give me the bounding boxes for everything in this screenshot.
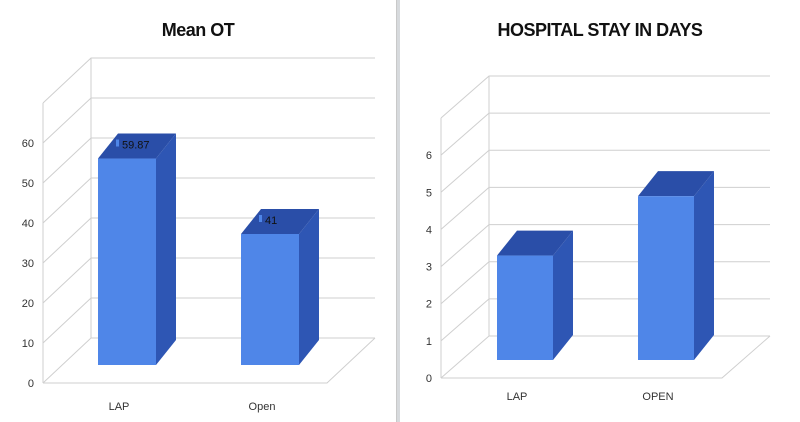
data-label: 59.87 [122,140,150,152]
gridline [440,335,770,379]
y-tick-label: 1 [426,336,432,348]
y-tick-label: 50 [22,178,34,190]
chart-title: HOSPITAL STAY IN DAYS [497,20,703,40]
y-tick-label: 5 [426,187,432,199]
bar-side [553,230,573,360]
chart-panel-mean-ot: Mean OT 0 10 20 30 40 50 60 59.87 LAP 41 Open [0,0,397,422]
bar [98,158,156,365]
floor-line [441,335,771,379]
gridline [440,298,770,342]
gridline [42,57,375,104]
x-tick-label: Open [249,401,276,413]
x-tick-label: LAP [507,391,528,403]
x-tick-label: LAP [109,401,130,413]
floor-line [43,337,376,384]
data-label: 41 [265,215,277,227]
y-tick-label: 6 [426,150,432,162]
bar-side [299,209,319,365]
gridline [440,186,770,230]
gridline [440,149,770,193]
chart-mean-ot: 0 10 20 30 40 50 60 59.87 LAP 41 Open [22,57,376,413]
data-label-marker [259,215,262,222]
gridline [440,224,770,267]
y-tick-label: 60 [22,138,34,150]
gridline [42,217,375,264]
y-tick-label: 30 [22,258,34,270]
chart-hospital-stay: 0 1 2 3 4 5 6 LAP OPEN [426,75,771,403]
x-tick-label: OPEN [642,391,673,403]
bar-side [694,171,714,360]
gridline [42,257,375,304]
y-tick-label: 2 [426,299,432,311]
y-tick-label: 20 [22,298,34,310]
y-tick-label: 10 [22,338,34,350]
bar-top [638,171,714,197]
y-tick-label: 40 [22,218,34,230]
y-tick-label: 4 [426,224,432,236]
bar-side [156,133,176,365]
y-tick-label: 0 [426,373,432,385]
gridline [440,261,770,305]
bar [638,196,694,360]
data-label-marker [116,139,119,147]
bar-top [497,230,573,256]
y-tick-label: 0 [28,378,34,390]
gridline [42,97,375,144]
gridline [42,337,375,384]
chart-title: Mean OT [161,20,235,40]
y-tick-label: 3 [426,262,432,274]
bar [241,234,299,365]
gridline [440,112,770,156]
gridline [42,177,375,224]
gridline [440,75,770,119]
gridline [42,297,375,344]
chart-panel-hospital-stay: HOSPITAL STAY IN DAYS 0 1 2 3 4 5 6 LAP OPEN [400,0,800,422]
bar [497,255,553,360]
gridline [42,137,375,184]
